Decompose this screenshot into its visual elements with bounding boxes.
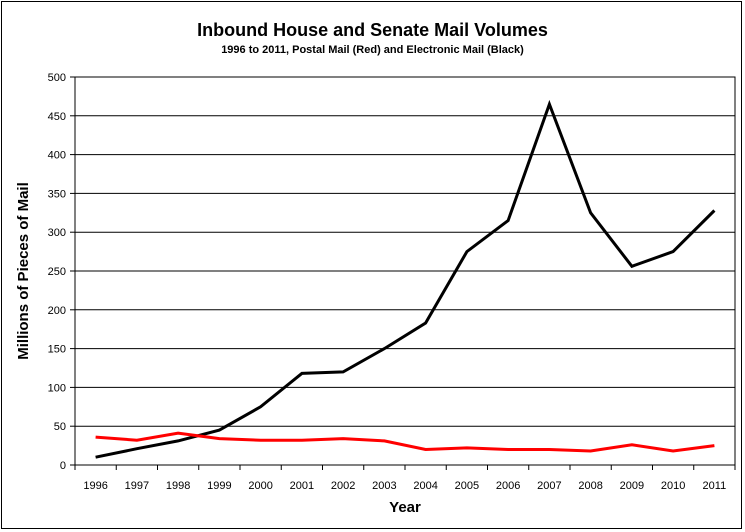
data-point bbox=[259, 405, 262, 408]
y-tick-label: 150 bbox=[48, 344, 66, 356]
x-tick-label: 2008 bbox=[578, 480, 602, 492]
data-point bbox=[300, 372, 303, 375]
x-tick-label: 2011 bbox=[703, 480, 727, 492]
y-tick-label: 100 bbox=[48, 382, 66, 394]
y-tick-label: 0 bbox=[60, 460, 66, 472]
data-point bbox=[218, 429, 221, 432]
gridlines bbox=[75, 115, 735, 427]
data-point bbox=[672, 450, 675, 453]
data-point bbox=[383, 347, 386, 350]
data-point bbox=[465, 446, 468, 449]
x-tick-label: 2002 bbox=[331, 480, 355, 492]
y-tick-label: 350 bbox=[48, 188, 66, 200]
x-tick-label: 2004 bbox=[413, 480, 437, 492]
y-axis-ticks: 0 50 100 150 200 250 300 350 400 450 500 bbox=[48, 72, 75, 472]
data-point bbox=[259, 439, 262, 442]
series-line-postal-mail bbox=[95, 431, 715, 453]
series-line-electronic-mail bbox=[95, 99, 716, 459]
series-lines bbox=[94, 99, 716, 459]
chart-title: Inbound House and Senate Mail Volumes bbox=[197, 20, 548, 40]
data-point bbox=[713, 209, 716, 212]
data-point bbox=[630, 443, 633, 446]
y-axis-title: Millions of Pieces of Mail bbox=[15, 182, 32, 360]
y-tick-label: 50 bbox=[54, 421, 66, 433]
data-point bbox=[177, 439, 180, 442]
data-point bbox=[672, 250, 675, 253]
x-tick-label: 1996 bbox=[83, 480, 107, 492]
data-point bbox=[507, 448, 510, 451]
x-tick-label: 2010 bbox=[661, 480, 685, 492]
y-tick-label: 200 bbox=[48, 305, 66, 317]
x-tick-label: 2006 bbox=[496, 480, 520, 492]
x-axis-title: Year bbox=[389, 499, 421, 516]
y-tick-label: 300 bbox=[48, 227, 66, 239]
data-point bbox=[300, 439, 303, 442]
y-tick-label: 400 bbox=[48, 150, 66, 162]
x-tick-label: 2005 bbox=[455, 480, 479, 492]
data-point bbox=[589, 211, 592, 214]
data-point bbox=[342, 370, 345, 373]
data-point bbox=[94, 456, 97, 459]
data-point bbox=[94, 436, 97, 439]
data-point bbox=[424, 321, 427, 324]
y-tick-label: 250 bbox=[48, 266, 66, 278]
x-axis-ticks: 1996 1997 1998 1999 2000 2001 2002 2003 2004 2005… bbox=[74, 465, 736, 492]
data-point bbox=[507, 219, 510, 222]
x-tick-label: 1999 bbox=[207, 480, 231, 492]
x-tick-label: 1997 bbox=[125, 480, 149, 492]
data-point bbox=[135, 439, 138, 442]
data-point bbox=[589, 450, 592, 453]
data-point bbox=[218, 437, 221, 440]
x-tick-label: 2000 bbox=[248, 480, 272, 492]
x-tick-label: 2003 bbox=[372, 480, 396, 492]
data-point bbox=[548, 103, 551, 106]
data-point bbox=[342, 437, 345, 440]
data-point bbox=[465, 250, 468, 253]
data-point bbox=[424, 448, 427, 451]
x-tick-label: 2001 bbox=[290, 480, 314, 492]
x-tick-label: 1998 bbox=[166, 480, 190, 492]
y-tick-label: 500 bbox=[48, 72, 66, 84]
data-point bbox=[135, 447, 138, 450]
data-point bbox=[177, 432, 180, 435]
data-point bbox=[630, 265, 633, 268]
data-point bbox=[383, 439, 386, 442]
x-tick-label: 2007 bbox=[537, 480, 561, 492]
chart-subtitle: 1996 to 2011, Postal Mail (Red) and Elec… bbox=[221, 44, 524, 56]
data-point bbox=[713, 444, 716, 447]
x-tick-label: 2009 bbox=[620, 480, 644, 492]
y-tick-label: 450 bbox=[48, 111, 66, 123]
data-point bbox=[548, 448, 551, 451]
